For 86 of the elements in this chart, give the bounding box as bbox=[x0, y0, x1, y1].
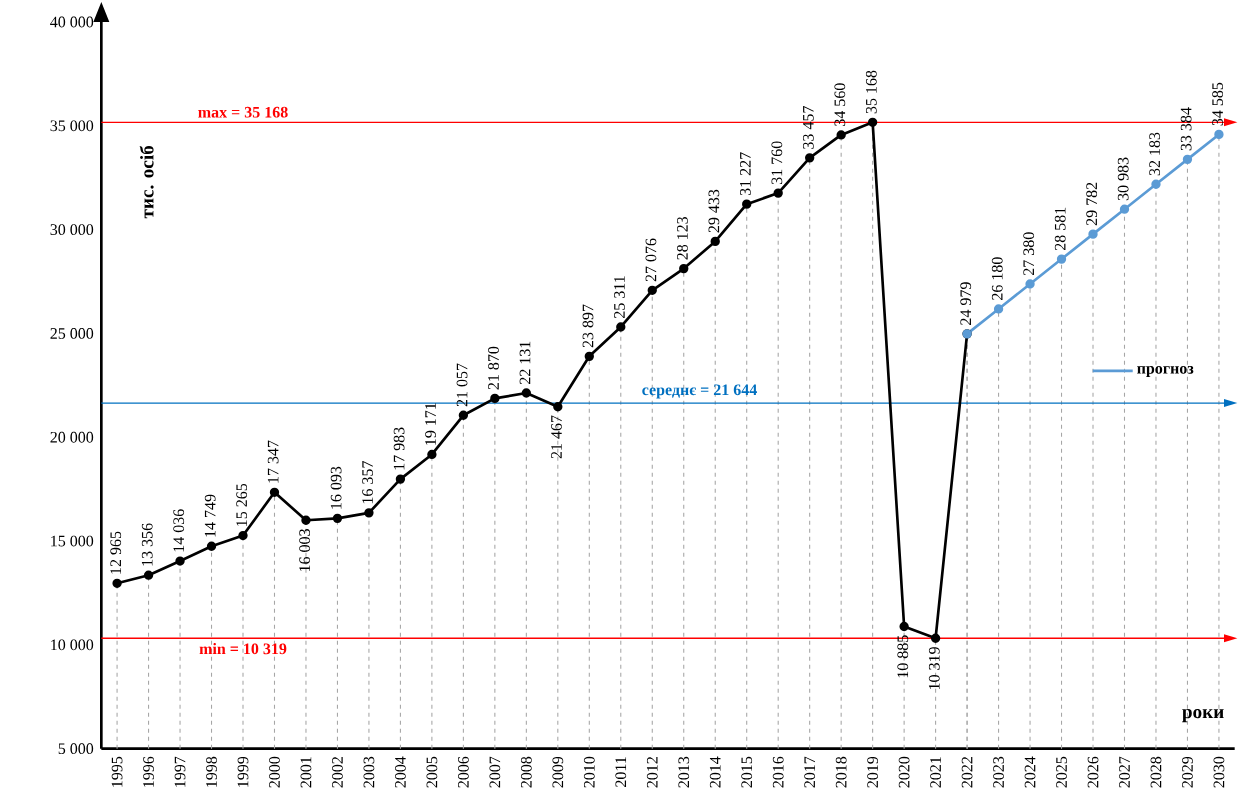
data-label: 17 983 bbox=[393, 427, 405, 470]
x-tick-label: 2019 bbox=[867, 756, 879, 788]
data-label: 28 581 bbox=[1054, 207, 1066, 251]
x-tick-label: 2002 bbox=[332, 757, 343, 788]
ref-line-label: min = 10 319 bbox=[199, 642, 287, 655]
x-tick-label: 2024 bbox=[1024, 756, 1036, 788]
x-tick-label: 2017 bbox=[804, 756, 816, 788]
x-tick-label: 2004 bbox=[395, 756, 406, 788]
data-label: 28 123 bbox=[677, 216, 688, 260]
x-tick-label: 2003 bbox=[363, 756, 375, 788]
x-tick-label: 2010 bbox=[583, 756, 595, 788]
y-tick-label: 10 000 bbox=[51, 639, 94, 651]
data-label: 16 093 bbox=[330, 466, 342, 509]
x-tick-label: 2011 bbox=[615, 757, 627, 787]
data-label: 30 983 bbox=[1117, 157, 1129, 201]
x-tick-label: 2020 bbox=[898, 756, 910, 788]
data-label: 23 897 bbox=[582, 304, 594, 348]
data-label: 26 180 bbox=[991, 257, 1003, 300]
x-tick-label: 2001 bbox=[300, 757, 312, 788]
y-axis-title: тис. осіб bbox=[139, 145, 154, 219]
data-label: 16 003 bbox=[299, 529, 311, 572]
x-tick-label: 2014 bbox=[709, 756, 721, 788]
x-tick-label: 2018 bbox=[835, 756, 847, 788]
legend-label: прогноз bbox=[1137, 366, 1194, 377]
ref-line-label: max = 35 168 bbox=[198, 106, 288, 118]
y-tick-label: 30 000 bbox=[50, 224, 94, 236]
y-tick-label: 35 000 bbox=[50, 120, 94, 132]
x-tick-label: 1996 bbox=[143, 756, 154, 787]
data-label: 21 467 bbox=[551, 415, 562, 459]
data-label: 19 171 bbox=[425, 403, 436, 445]
x-tick-label: 2028 bbox=[1150, 756, 1162, 788]
data-label: 31 760 bbox=[771, 141, 783, 185]
data-label: 25 311 bbox=[614, 276, 625, 318]
y-tick-label: 40 000 bbox=[50, 16, 94, 28]
data-label: 10 319 bbox=[928, 647, 940, 690]
x-tick-label: 2022 bbox=[961, 757, 973, 788]
data-label: 34 585 bbox=[1212, 82, 1223, 126]
data-label: 33 384 bbox=[1180, 107, 1192, 151]
data-label: 31 227 bbox=[739, 152, 751, 196]
data-label: 10 885 bbox=[897, 635, 909, 678]
x-tick-label: 2021 bbox=[930, 757, 941, 788]
x-tick-label: 1999 bbox=[237, 756, 249, 787]
x-tick-label: 1998 bbox=[206, 756, 217, 787]
data-label: 24 979 bbox=[960, 282, 972, 325]
y-tick-label: 20 000 bbox=[50, 431, 94, 443]
y-tick-label: 25 000 bbox=[50, 328, 94, 339]
x-tick-label: 2009 bbox=[552, 756, 564, 788]
x-tick-label: 2030 bbox=[1213, 756, 1225, 788]
data-label: 27 380 bbox=[1023, 232, 1035, 276]
x-tick-label: 2006 bbox=[457, 756, 469, 788]
x-tick-label: 1997 bbox=[174, 756, 186, 787]
data-label: 12 965 bbox=[110, 531, 122, 574]
x-tick-label: 2023 bbox=[993, 756, 1004, 788]
data-label: 29 782 bbox=[1086, 182, 1098, 226]
data-label: 17 347 bbox=[267, 440, 279, 483]
ref-line-label: середнє = 21 644 bbox=[642, 384, 757, 399]
x-tick-label: 2005 bbox=[426, 756, 438, 788]
data-label: 22 131 bbox=[519, 341, 531, 385]
data-label: 13 356 bbox=[141, 523, 153, 566]
x-tick-label: 2016 bbox=[772, 756, 784, 788]
data-label: 29 433 bbox=[708, 189, 720, 233]
x-tick-label: 2007 bbox=[489, 756, 501, 788]
x-tick-label: 1995 bbox=[111, 756, 123, 787]
x-tick-label: 2012 bbox=[646, 757, 658, 788]
x-tick-label: 2013 bbox=[678, 756, 690, 788]
x-tick-label: 2029 bbox=[1182, 756, 1193, 788]
data-label: 32 183 bbox=[1149, 132, 1161, 176]
data-label: 16 357 bbox=[362, 461, 373, 504]
x-tick-label: 2015 bbox=[741, 756, 753, 788]
data-label: 27 076 bbox=[645, 238, 657, 282]
x-tick-label: 2008 bbox=[520, 756, 532, 788]
x-tick-label: 2026 bbox=[1087, 756, 1099, 788]
data-label: 21 870 bbox=[488, 346, 499, 390]
y-tick-label: 15 000 bbox=[51, 535, 94, 547]
data-label: 33 457 bbox=[802, 106, 814, 149]
x-axis-title: роки bbox=[1182, 709, 1224, 723]
data-label: 34 560 bbox=[834, 83, 846, 126]
data-label: 14 036 bbox=[173, 509, 185, 552]
y-tick-label: 5 000 bbox=[58, 743, 94, 755]
data-label: 35 168 bbox=[865, 70, 877, 114]
data-label: 21 057 bbox=[456, 363, 468, 407]
data-label: 15 265 bbox=[236, 483, 248, 526]
data-label: 14 749 bbox=[204, 494, 216, 537]
x-tick-label: 2027 bbox=[1119, 756, 1130, 788]
x-tick-label: 2025 bbox=[1056, 756, 1067, 788]
x-tick-label: 2000 bbox=[269, 756, 280, 788]
